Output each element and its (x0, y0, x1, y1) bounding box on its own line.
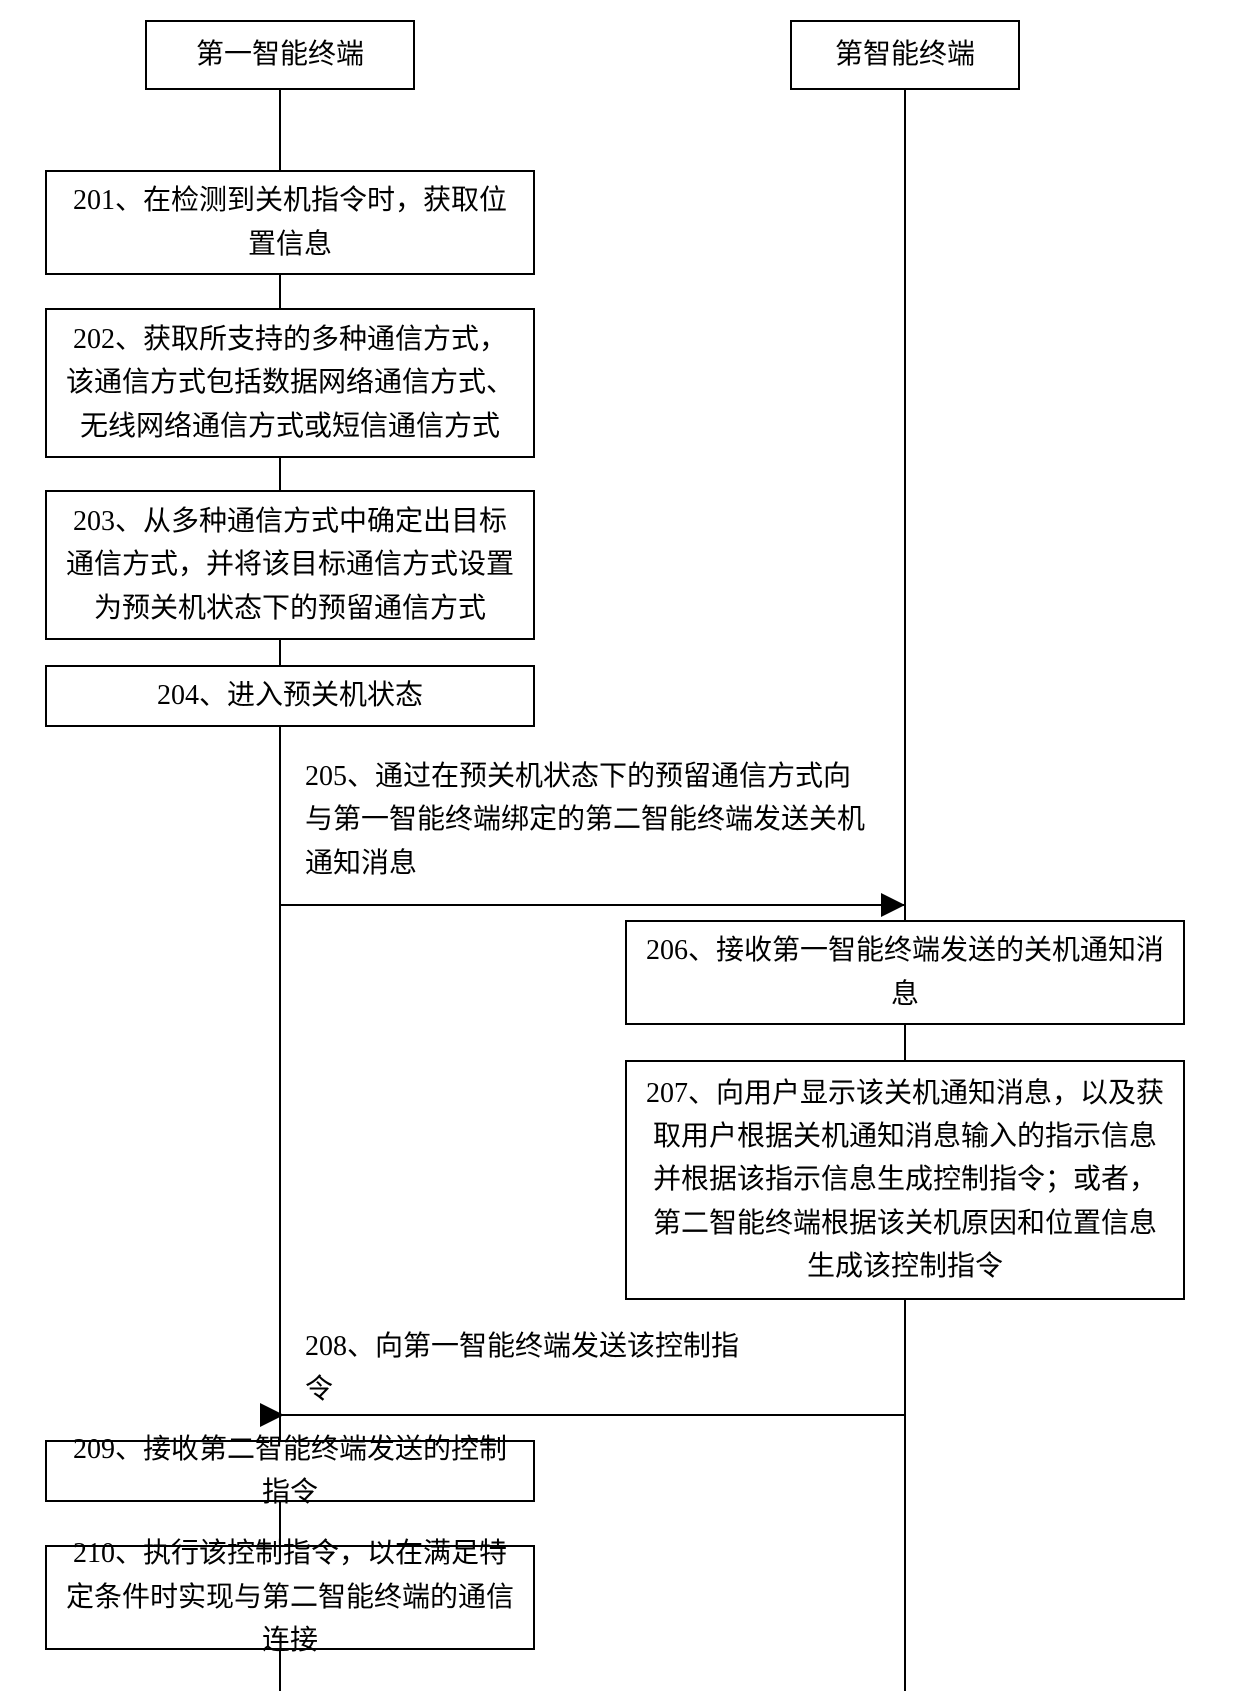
step-210-text: 210、执行该控制指令，以在满足特定条件时实现与第二智能终端的通信连接 (61, 1532, 519, 1662)
step-202-text: 202、获取所支持的多种通信方式，该通信方式包括数据网络通信方式、无线网络通信方… (61, 318, 519, 448)
step-209: 209、接收第二智能终端发送的控制指令 (45, 1440, 535, 1502)
step-203: 203、从多种通信方式中确定出目标通信方式，并将该目标通信方式设置为预关机状态下… (45, 490, 535, 640)
step-209-text: 209、接收第二智能终端发送的控制指令 (61, 1428, 519, 1515)
step-204-text: 204、进入预关机状态 (157, 674, 423, 717)
message-205-text: 205、通过在预关机状态下的预留通信方式向与第一智能终端绑定的第二智能终端发送关… (305, 761, 865, 879)
participant-right-label: 第智能终端 (835, 33, 975, 76)
message-205-label: 205、通过在预关机状态下的预留通信方式向与第一智能终端绑定的第二智能终端发送关… (305, 755, 865, 885)
step-207-text: 207、向用户显示该关机通知消息，以及获取用户根据关机通知消息输入的指示信息并根… (641, 1072, 1169, 1289)
step-203-text: 203、从多种通信方式中确定出目标通信方式，并将该目标通信方式设置为预关机状态下… (61, 500, 519, 630)
step-202: 202、获取所支持的多种通信方式，该通信方式包括数据网络通信方式、无线网络通信方… (45, 308, 535, 458)
step-207: 207、向用户显示该关机通知消息，以及获取用户根据关机通知消息输入的指示信息并根… (625, 1060, 1185, 1300)
step-210: 210、执行该控制指令，以在满足特定条件时实现与第二智能终端的通信连接 (45, 1545, 535, 1650)
participant-right: 第智能终端 (790, 20, 1020, 90)
step-206-text: 206、接收第一智能终端发送的关机通知消息 (641, 929, 1169, 1016)
step-206: 206、接收第一智能终端发送的关机通知消息 (625, 920, 1185, 1025)
message-208-text: 208、向第一智能终端发送该控制指令 (305, 1331, 739, 1405)
step-201: 201、在检测到关机指令时，获取位置信息 (45, 170, 535, 275)
participant-left-label: 第一智能终端 (196, 33, 364, 76)
step-201-text: 201、在检测到关机指令时，获取位置信息 (61, 179, 519, 266)
step-204: 204、进入预关机状态 (45, 665, 535, 727)
participant-left: 第一智能终端 (145, 20, 415, 90)
message-208-label: 208、向第一智能终端发送该控制指令 (305, 1325, 765, 1412)
